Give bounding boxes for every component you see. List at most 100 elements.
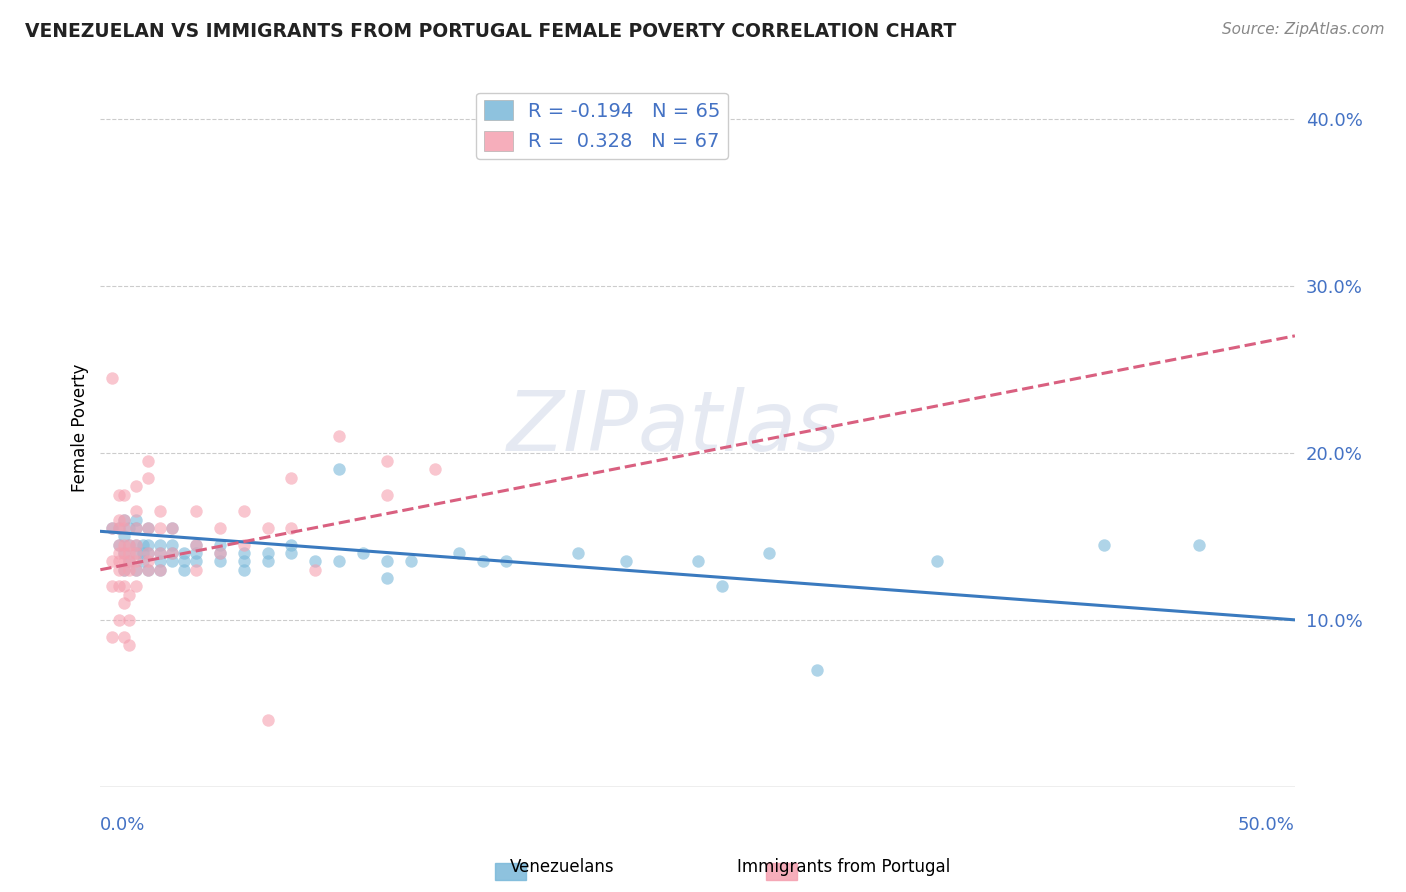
Point xyxy=(136,471,159,485)
Point xyxy=(256,554,278,568)
Point xyxy=(375,487,398,501)
Point xyxy=(184,504,207,518)
Text: 50.0%: 50.0% xyxy=(1239,815,1295,834)
Point xyxy=(108,513,131,527)
Point xyxy=(149,504,172,518)
Point xyxy=(125,513,148,527)
Point xyxy=(925,554,948,568)
Point xyxy=(184,554,207,568)
Point xyxy=(136,563,159,577)
Point xyxy=(149,546,172,560)
Point xyxy=(101,521,124,535)
Point xyxy=(125,563,148,577)
Point xyxy=(208,521,231,535)
Legend: R = -0.194   N = 65, R =  0.328   N = 67: R = -0.194 N = 65, R = 0.328 N = 67 xyxy=(475,93,728,159)
Point xyxy=(495,554,517,568)
Point xyxy=(208,538,231,552)
Point xyxy=(108,538,131,552)
Point xyxy=(232,538,254,552)
Point xyxy=(101,370,124,384)
Point xyxy=(108,613,131,627)
Point xyxy=(208,546,231,560)
Point xyxy=(101,521,124,535)
Point xyxy=(160,521,183,535)
Point xyxy=(160,546,183,560)
Point xyxy=(125,563,148,577)
Point xyxy=(304,554,326,568)
Point xyxy=(149,521,172,535)
Text: Venezuelans: Venezuelans xyxy=(510,858,614,876)
Point xyxy=(125,521,148,535)
Point xyxy=(125,479,148,493)
Point xyxy=(471,554,494,568)
Point xyxy=(710,579,733,593)
Point xyxy=(108,521,131,535)
Point xyxy=(112,546,135,560)
Point xyxy=(112,579,135,593)
Point xyxy=(208,546,231,560)
Point xyxy=(132,546,155,560)
Point xyxy=(118,563,141,577)
Point xyxy=(112,521,135,535)
Point xyxy=(184,538,207,552)
Point xyxy=(567,546,589,560)
Point xyxy=(118,521,141,535)
Point xyxy=(112,529,135,543)
Point xyxy=(125,546,148,560)
Point xyxy=(125,579,148,593)
Point xyxy=(806,663,828,677)
Point xyxy=(184,546,207,560)
Point xyxy=(399,554,422,568)
Point xyxy=(136,521,159,535)
Point xyxy=(125,538,148,552)
Point xyxy=(256,546,278,560)
Point xyxy=(112,538,135,552)
Point xyxy=(108,521,131,535)
Point xyxy=(232,546,254,560)
Point xyxy=(208,554,231,568)
Point xyxy=(118,554,141,568)
Point xyxy=(108,554,131,568)
Point xyxy=(375,554,398,568)
Point xyxy=(125,554,148,568)
Point xyxy=(125,504,148,518)
Point xyxy=(149,538,172,552)
Point xyxy=(112,487,135,501)
Point xyxy=(136,521,159,535)
Point xyxy=(136,546,159,560)
Text: Source: ZipAtlas.com: Source: ZipAtlas.com xyxy=(1222,22,1385,37)
Point xyxy=(328,462,350,476)
Point xyxy=(118,588,141,602)
Point xyxy=(112,563,135,577)
Point xyxy=(232,554,254,568)
Point xyxy=(149,546,172,560)
Point xyxy=(232,563,254,577)
Point xyxy=(108,546,131,560)
Point xyxy=(280,471,302,485)
Point xyxy=(108,563,131,577)
Point xyxy=(328,554,350,568)
Point xyxy=(101,579,124,593)
Point xyxy=(375,571,398,585)
Point xyxy=(328,429,350,443)
Point xyxy=(280,546,302,560)
Point xyxy=(125,521,148,535)
Point xyxy=(160,546,183,560)
Point xyxy=(125,546,148,560)
Point xyxy=(149,563,172,577)
Point xyxy=(173,563,195,577)
Point xyxy=(149,554,172,568)
Point xyxy=(118,554,141,568)
Point xyxy=(112,513,135,527)
Text: ZIPatlas: ZIPatlas xyxy=(508,387,841,468)
Point xyxy=(125,538,148,552)
Point xyxy=(101,630,124,644)
Point xyxy=(136,454,159,468)
Point xyxy=(160,554,183,568)
Text: Immigrants from Portugal: Immigrants from Portugal xyxy=(737,858,950,876)
Point xyxy=(256,713,278,727)
Point xyxy=(304,563,326,577)
Point xyxy=(173,554,195,568)
Point xyxy=(118,613,141,627)
Point xyxy=(112,546,135,560)
